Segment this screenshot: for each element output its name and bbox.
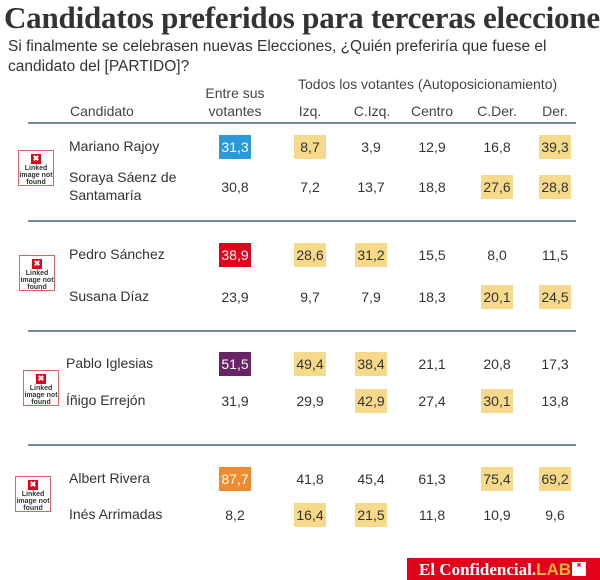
value-cell: 10,9 — [483, 507, 511, 523]
value-cell: 75,4 — [481, 467, 513, 491]
header-candidato: Candidato — [70, 103, 134, 119]
footer-brand: El Confidencial.LAB ✖ — [407, 558, 600, 580]
broken-image-icon: ✖ Linked image not found — [15, 476, 51, 512]
value-cell: 9,6 — [545, 507, 565, 523]
value-cell: 24,5 — [539, 285, 571, 309]
header-cder: C.Der. — [477, 103, 517, 119]
candidate-name: Inés Arrimadas — [69, 506, 163, 522]
divider — [28, 330, 576, 332]
candidate-name: Íñigo Errejón — [66, 392, 146, 408]
close-icon: ✖ — [31, 154, 41, 164]
value-cell: 8,7 — [294, 135, 326, 159]
candidate-name: Susana Díaz — [69, 288, 150, 304]
value-cell: 18,3 — [418, 289, 446, 305]
value-cell: 11,8 — [418, 507, 446, 523]
value-cell: 9,7 — [300, 289, 320, 305]
broken-image-label: Linked image not found — [24, 385, 58, 406]
value-cell: 38,4 — [355, 352, 387, 376]
value-cell: 16,8 — [483, 139, 511, 155]
close-icon: ✖ — [32, 259, 42, 269]
close-icon: ✖ — [36, 374, 46, 384]
header-entre-2: votantes — [208, 103, 262, 119]
candidate-name: Albert Rivera — [69, 470, 150, 486]
logo: El Confidencial.LAB — [419, 560, 571, 580]
value-cell: 3,9 — [361, 139, 381, 155]
value-cell: 49,4 — [294, 352, 326, 376]
value-cell-own-voters: 31,9 — [221, 393, 249, 409]
broken-image-label: Linked image not found — [16, 491, 50, 512]
broken-image-icon: ✖ Linked image not found — [18, 150, 54, 186]
value-cell: 28,6 — [294, 243, 326, 267]
value-cell: 30,1 — [481, 389, 513, 413]
divider — [28, 220, 576, 222]
broken-image-label: Linked image not found — [20, 270, 54, 291]
value-cell-own-voters: 87,7 — [219, 467, 251, 491]
value-cell: 17,3 — [541, 356, 569, 372]
logo-text: El Confidencial. — [419, 560, 537, 579]
value-cell: 42,9 — [355, 389, 387, 413]
value-cell: 20,8 — [483, 356, 511, 372]
value-cell: 41,8 — [296, 471, 324, 487]
logo-lab: LAB — [536, 560, 572, 579]
header-entre-1: Entre sus — [205, 85, 265, 101]
value-cell-own-voters: 30,8 — [221, 179, 249, 195]
broken-image-label: Linked image not found — [19, 165, 53, 186]
value-cell: 13,8 — [541, 393, 569, 409]
value-cell: 61,3 — [418, 471, 446, 487]
value-cell: 29,9 — [296, 393, 324, 409]
candidate-name: Pablo Iglesias — [66, 355, 154, 371]
group-header: Todos los votantes (Autoposicionamiento) — [298, 76, 558, 92]
value-cell-own-voters: 23,9 — [221, 289, 249, 305]
close-icon: ✖ — [28, 480, 38, 490]
value-cell: 69,2 — [539, 467, 571, 491]
broken-image-icon: ✖ Linked image not found — [23, 370, 59, 406]
value-cell: 31,2 — [355, 243, 387, 267]
value-cell: 7,2 — [300, 179, 320, 195]
header-centro: Centro — [410, 103, 454, 119]
value-cell-own-voters: 51,5 — [219, 352, 251, 376]
value-cell: 12,9 — [418, 139, 446, 155]
candidate-name: Soraya Sáenz de Santamaría — [69, 169, 177, 203]
value-cell: 21,5 — [355, 503, 387, 527]
value-cell-own-voters: 38,9 — [219, 243, 251, 267]
divider — [28, 122, 576, 124]
value-cell: 20,1 — [481, 285, 513, 309]
value-cell: 11,5 — [541, 247, 569, 263]
header-der: Der. — [542, 103, 568, 119]
value-cell: 39,3 — [539, 135, 571, 159]
value-cell: 27,4 — [418, 393, 446, 409]
value-cell-own-voters: 8,2 — [225, 507, 245, 523]
divider — [28, 444, 576, 446]
candidate-name: Pedro Sánchez — [69, 246, 165, 262]
value-cell: 45,4 — [357, 471, 385, 487]
subtitle: Si finalmente se celebrasen nuevas Elecc… — [8, 38, 547, 75]
value-cell: 28,8 — [539, 175, 571, 199]
candidate-name: Mariano Rajoy — [69, 138, 160, 154]
value-cell: 21,1 — [418, 356, 446, 372]
value-cell: 7,9 — [361, 289, 381, 305]
value-cell: 16,4 — [294, 503, 326, 527]
broken-image-icon: ✖ Linked image not found — [19, 255, 55, 291]
header-izq: Izq. — [298, 103, 322, 119]
value-cell: 8,0 — [487, 247, 507, 263]
header-cizq: C.Izq. — [353, 103, 391, 119]
value-cell: 15,5 — [418, 247, 446, 263]
value-cell-own-voters: 31,3 — [219, 135, 251, 159]
value-cell: 27,6 — [481, 175, 513, 199]
value-cell: 13,7 — [357, 179, 385, 195]
broken-image-icon: ✖ — [572, 562, 586, 576]
value-cell: 18,8 — [418, 179, 446, 195]
page-title: Candidatos preferidos para terceras elec… — [4, 0, 600, 35]
